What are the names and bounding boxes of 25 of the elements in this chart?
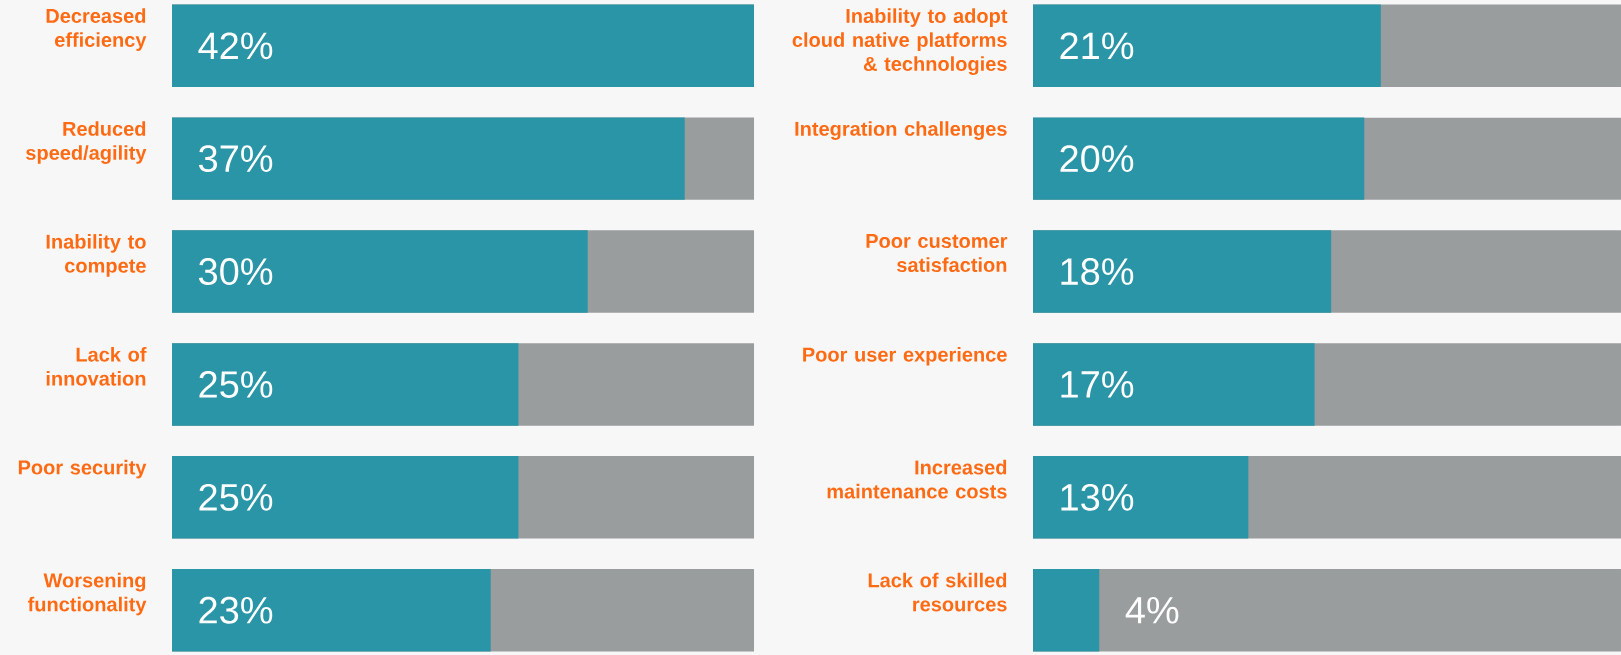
data-label: 23%	[199, 596, 273, 624]
data-label: 21%	[1060, 32, 1134, 60]
data-label: 42%	[198, 32, 273, 60]
y-tick-label: Lack of innovation	[46, 346, 147, 386]
data-label: 17%	[1061, 371, 1134, 398]
data-label: 13%	[1061, 483, 1134, 511]
y-tick-label: Worsening functionality	[27, 572, 147, 616]
data-label: 25%	[199, 483, 273, 511]
y-tick-label: Poor security	[18, 459, 147, 479]
y-tick-label: Poor customer satisfaction	[866, 234, 1008, 273]
data-label: 37%	[198, 145, 273, 173]
y-tick-label: Decreased efficiency	[46, 8, 147, 51]
y-tick-label: Inability to adopt cloud native platforms & technologies	[792, 8, 1008, 76]
y-tick-label: Lack of skilled resources	[868, 572, 1007, 612]
y-tick-label: Poor user experience	[803, 346, 1007, 366]
bar	[1033, 569, 1100, 652]
y-tick-label: Inability to compete	[46, 234, 146, 277]
data-label: 4%	[1125, 596, 1179, 624]
data-label: 18%	[1061, 258, 1134, 286]
data-label: 30%	[198, 258, 273, 286]
y-tick-label: Reduced speed/agility	[26, 121, 147, 164]
data-label: 25%	[199, 370, 273, 398]
y-tick-label: Increased maintenance costs	[827, 459, 1007, 499]
data-label: 20%	[1060, 145, 1134, 173]
y-tick-label: Integration challenges	[795, 121, 1007, 140]
